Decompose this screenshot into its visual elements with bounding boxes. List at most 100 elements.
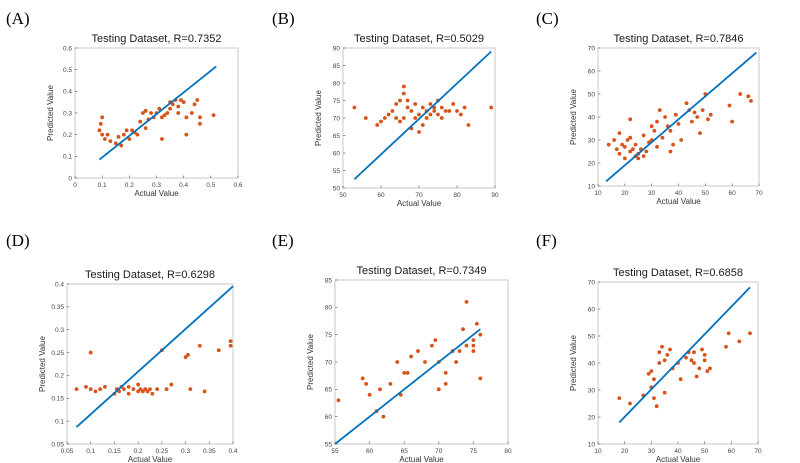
data-point bbox=[655, 119, 659, 124]
data-point bbox=[649, 124, 654, 129]
data-point bbox=[181, 100, 186, 105]
data-point bbox=[432, 109, 437, 113]
data-point bbox=[417, 112, 421, 117]
data-point bbox=[451, 102, 456, 106]
data-point bbox=[428, 102, 433, 106]
data-point bbox=[748, 331, 752, 336]
data-point bbox=[633, 142, 638, 147]
data-point bbox=[401, 116, 406, 120]
x-tick-label: 60 bbox=[728, 448, 736, 455]
data-point bbox=[143, 387, 148, 392]
data-point bbox=[447, 109, 452, 113]
data-point bbox=[379, 119, 383, 124]
x-tick-label: 90 bbox=[491, 192, 499, 199]
y-tick-label: 10 bbox=[588, 183, 596, 190]
data-point bbox=[698, 131, 702, 136]
x-tick-label: 30 bbox=[648, 190, 656, 197]
data-point bbox=[439, 105, 444, 110]
data-point bbox=[135, 132, 140, 137]
x-tick-label: 0.3 bbox=[181, 448, 190, 455]
data-point bbox=[665, 353, 670, 357]
data-point bbox=[140, 389, 145, 394]
data-point bbox=[405, 98, 410, 103]
data-point bbox=[689, 358, 694, 363]
x-tick-label: 0.5 bbox=[206, 182, 215, 189]
data-point bbox=[702, 353, 707, 357]
data-point bbox=[614, 147, 619, 152]
data-point bbox=[122, 387, 126, 392]
x-tick-label: 65 bbox=[401, 448, 409, 455]
data-point bbox=[116, 134, 121, 139]
data-point bbox=[216, 348, 221, 353]
data-point bbox=[352, 105, 357, 110]
data-point bbox=[363, 116, 368, 120]
y-tick-label: 70 bbox=[588, 279, 596, 286]
data-point bbox=[436, 387, 441, 392]
x-tick-label: 10 bbox=[594, 448, 602, 455]
data-point bbox=[478, 332, 483, 337]
data-point bbox=[148, 387, 152, 392]
data-point bbox=[105, 132, 110, 137]
data-point bbox=[162, 113, 167, 118]
x-tick-label: 0.2 bbox=[134, 448, 143, 455]
data-point bbox=[684, 355, 688, 360]
data-point bbox=[671, 142, 676, 147]
y-tick-label: 80 bbox=[333, 80, 341, 87]
fit-line bbox=[353, 50, 492, 180]
plot-area bbox=[597, 47, 760, 187]
y-tick-label: 60 bbox=[333, 150, 341, 157]
y-tick-label: 0 bbox=[68, 175, 72, 182]
data-point bbox=[657, 361, 662, 365]
x-tick-label: 0.2 bbox=[125, 182, 134, 189]
y-tick-label: 0.6 bbox=[63, 45, 72, 52]
data-point bbox=[746, 94, 751, 99]
data-point bbox=[652, 377, 656, 382]
data-point bbox=[157, 106, 162, 111]
data-point bbox=[122, 132, 126, 137]
x-axis-label: Actual Value bbox=[399, 455, 444, 463]
scatter-panel-4: (D) Testing Dataset, R=0.6298 0.05 0.1 0.15 0… bbox=[6, 231, 238, 463]
data-point bbox=[424, 116, 429, 120]
data-point bbox=[197, 343, 202, 348]
data-point bbox=[165, 111, 170, 115]
data-point bbox=[471, 349, 476, 353]
data-point bbox=[700, 108, 705, 112]
data-point bbox=[119, 143, 124, 148]
data-point bbox=[150, 391, 155, 396]
data-point bbox=[652, 128, 657, 133]
data-point bbox=[730, 119, 735, 124]
y-tick-label: 0.15 bbox=[51, 396, 64, 403]
data-point bbox=[622, 156, 627, 161]
x-tick-label: 50 bbox=[702, 190, 710, 197]
x-tick-label: 0.6 bbox=[233, 182, 242, 189]
data-point bbox=[464, 299, 469, 304]
data-point bbox=[662, 390, 667, 395]
panel-letter: (B) bbox=[272, 9, 295, 28]
data-point bbox=[705, 369, 710, 373]
x-tick-label: 0.25 bbox=[156, 448, 169, 455]
x-axis-label: Actual Value bbox=[656, 455, 701, 463]
data-point bbox=[471, 343, 476, 348]
data-point bbox=[103, 384, 107, 389]
x-tick-label: 40 bbox=[675, 190, 683, 197]
y-axis-label: Predicted Value bbox=[314, 90, 323, 146]
data-point bbox=[364, 381, 369, 386]
fit-line bbox=[618, 286, 751, 424]
data-point bbox=[413, 102, 418, 106]
data-point bbox=[360, 376, 365, 381]
x-axis-label: Actual Value bbox=[128, 455, 173, 463]
data-point bbox=[88, 350, 93, 355]
chart-title: Testing Dataset, R=0.5029 bbox=[354, 33, 484, 45]
data-point bbox=[668, 347, 672, 352]
x-tick-label: 80 bbox=[453, 192, 461, 199]
data-point bbox=[100, 132, 105, 137]
fit-line bbox=[75, 285, 234, 428]
data-point bbox=[126, 384, 131, 389]
x-tick-label: 0.05 bbox=[61, 448, 74, 455]
data-point bbox=[738, 92, 743, 96]
data-point bbox=[700, 347, 704, 352]
data-point bbox=[130, 128, 134, 133]
data-point bbox=[660, 135, 665, 140]
data-point bbox=[184, 115, 189, 120]
y-tick-label: 0.4 bbox=[55, 281, 64, 288]
